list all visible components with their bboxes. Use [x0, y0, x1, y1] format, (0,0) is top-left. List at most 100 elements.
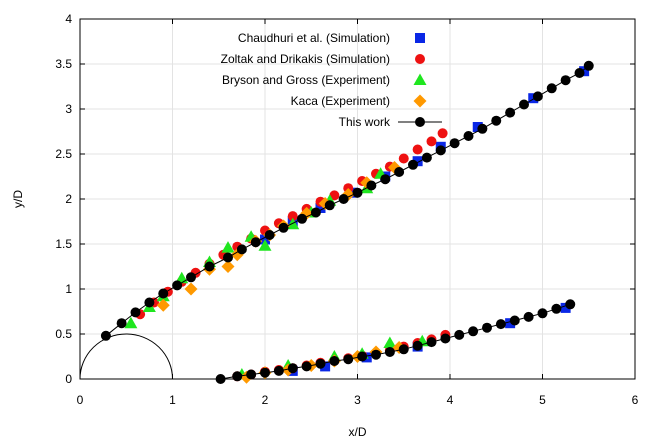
- y-axis-title: y/D: [11, 190, 25, 208]
- data-point: [523, 311, 534, 322]
- data-point: [482, 322, 492, 333]
- data-point: [509, 315, 520, 326]
- y-tick-label: 3.5: [55, 57, 72, 71]
- legend-label: Bryson and Gross (Experiment): [222, 73, 390, 87]
- data-point: [383, 336, 397, 348]
- data-point: [426, 337, 437, 348]
- data-point: [583, 60, 594, 71]
- legend-label: Zoltak and Drikakis (Simulation): [221, 52, 390, 66]
- data-point: [301, 361, 312, 372]
- data-point: [426, 136, 437, 147]
- data-point: [278, 222, 289, 233]
- y-tick-label: 4: [65, 12, 72, 26]
- data-point: [505, 318, 516, 329]
- series-line: [220, 303, 571, 380]
- legend-marker: [415, 117, 425, 127]
- data-point: [380, 174, 391, 185]
- data-point: [184, 282, 198, 296]
- y-tick-label: 1.5: [55, 237, 72, 251]
- data-point: [437, 128, 448, 139]
- legend-label: Kaca (Experiment): [291, 94, 390, 108]
- data-point: [366, 180, 377, 191]
- data-point: [343, 354, 354, 365]
- data-point: [357, 351, 368, 362]
- y-tick-label: 2: [65, 192, 72, 206]
- data-point: [315, 358, 326, 369]
- data-point: [273, 365, 284, 376]
- y-tick-label: 3: [65, 102, 72, 116]
- data-point: [546, 83, 557, 94]
- data-point: [186, 272, 196, 283]
- series-1: [135, 128, 451, 382]
- x-tick-label: 6: [632, 393, 639, 407]
- data-point: [495, 319, 506, 330]
- data-point: [329, 190, 340, 201]
- x-tick-label: 4: [447, 393, 454, 407]
- data-point: [463, 131, 474, 141]
- x-tick-label: 0: [77, 393, 84, 407]
- data-point: [477, 123, 488, 134]
- data-point: [100, 330, 111, 341]
- data-point: [412, 144, 423, 155]
- data-point: [449, 138, 460, 149]
- data-point: [551, 303, 562, 314]
- data-point: [505, 107, 516, 118]
- data-point: [221, 241, 235, 253]
- data-point: [398, 344, 409, 355]
- data-point: [258, 239, 272, 251]
- series-0: [260, 66, 590, 376]
- data-point: [454, 329, 465, 340]
- data-point: [435, 145, 446, 156]
- data-point: [310, 207, 321, 218]
- data-point: [215, 374, 226, 384]
- data-point: [491, 115, 502, 126]
- x-tick-label: 2: [262, 393, 269, 407]
- data-point: [144, 297, 155, 308]
- data-point: [394, 167, 405, 177]
- data-point: [371, 349, 381, 360]
- data-point: [297, 213, 307, 224]
- data-point: [565, 299, 576, 310]
- data-point: [320, 361, 331, 372]
- annotation-shape-layer: [79, 333, 173, 380]
- y-tick-label: 0.5: [55, 327, 72, 341]
- data-point: [287, 211, 298, 222]
- data-point: [221, 260, 235, 273]
- data-point: [264, 230, 275, 240]
- data-point: [130, 307, 141, 318]
- data-point: [172, 280, 183, 291]
- data-point: [384, 347, 395, 357]
- data-point: [560, 302, 571, 313]
- y-tick-label: 2.5: [55, 147, 72, 161]
- data-point: [260, 367, 270, 378]
- data-point: [315, 203, 326, 213]
- legend-label: Chaudhuri et al. (Simulation): [238, 31, 390, 45]
- x-tick-label: 5: [539, 393, 546, 407]
- legend-label: This work: [339, 115, 391, 129]
- data-point: [156, 298, 170, 312]
- data-point: [519, 99, 529, 110]
- data-point: [412, 340, 423, 351]
- x-axis-title: x/D: [349, 425, 367, 439]
- legend-marker: [415, 54, 425, 64]
- x-tick-label: 1: [169, 393, 176, 407]
- data-point: [537, 308, 548, 319]
- legend: Chaudhuri et al. (Simulation) Zoltak and …: [221, 31, 442, 129]
- legend-marker: [413, 94, 427, 108]
- data-point: [352, 187, 363, 198]
- data-point: [560, 75, 571, 86]
- data-point: [412, 156, 423, 167]
- data-point: [324, 200, 335, 211]
- data-point: [116, 318, 127, 329]
- y-tick-label: 1: [65, 282, 72, 296]
- cylinder-semicircle: [79, 333, 173, 380]
- data-point: [338, 194, 349, 204]
- data-point: [287, 363, 298, 374]
- data-point: [440, 333, 451, 344]
- grid-layer: [80, 19, 635, 379]
- series-4: [100, 60, 594, 384]
- data-point: [329, 356, 340, 366]
- data-point: [246, 369, 257, 380]
- data-point: [398, 153, 409, 164]
